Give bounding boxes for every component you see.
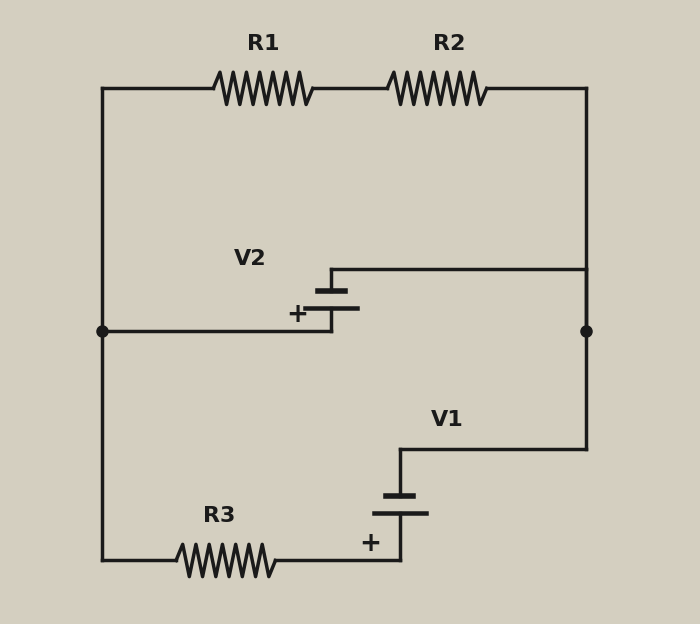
Text: R2: R2 [433,34,466,54]
Text: V2: V2 [234,248,267,268]
Text: R3: R3 [204,506,236,526]
Text: R1: R1 [247,34,279,54]
Text: V1: V1 [430,410,463,430]
Text: +: + [286,301,308,328]
Text: +: + [359,532,381,557]
